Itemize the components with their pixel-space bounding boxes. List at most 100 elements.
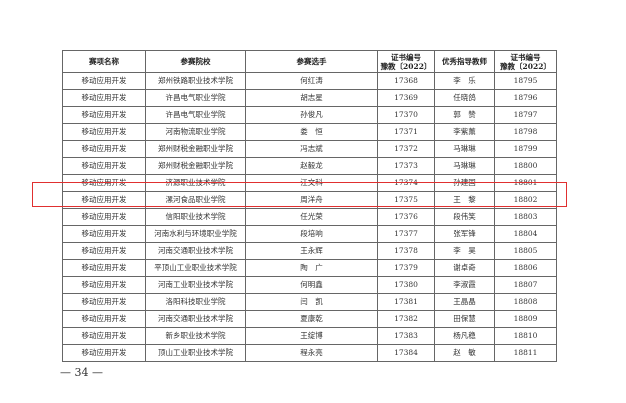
table-cell: 李紫薰 [434,123,495,141]
table-cell: 移动应用开发 [62,123,146,141]
table-cell: 郭 赞 [434,106,495,124]
column-header: 参赛院校 [145,50,246,73]
page-number: — 34 — [60,366,103,379]
table-cell: 17372 [377,140,435,158]
table-cell: 17384 [377,344,435,362]
table-row: 移动应用开发 平顶山工业职业技术学院陶 广 17379 谢卓奇 18806 [62,259,557,277]
table-cell: 信阳职业技术学院 [145,208,246,226]
table-cell: 18803 [494,208,557,226]
table-row: 移动应用开发 洛阳科技职业学院闫 凯 17381 王晶晶 18808 [62,293,557,311]
table-cell: 胡志星 [245,89,378,107]
table-cell: 张军锋 [434,225,495,243]
table-cell: 河南水利与环境职业学院 [145,225,246,243]
table-cell: 娄 恒 [245,123,378,141]
table-cell: 段伟笑 [434,208,495,226]
table-row: 移动应用开发 河南交通职业技术学院 王永辉 17378 李 昊 18805 [62,242,557,260]
table-row: 移动应用开发 许昌电气职业学院 孙俊凡 17370 郭 赞 18797 [62,106,557,124]
table-cell: 18805 [494,242,557,260]
table-cell: 赵 敏 [434,344,495,362]
table-cell: 18797 [494,106,557,124]
column-header: 证书编号 豫教〔2022〕 [377,50,435,73]
table-cell: 王晶晶 [434,293,495,311]
highlight-box [32,182,567,207]
awards-table: 赛项名称 参赛院校 参赛选手 证书编号 豫教〔2022〕 优秀指导教师 证书编号 豫教〔202… [62,50,557,362]
table-cell: 移动应用开发 [62,310,146,328]
table-cell: 18798 [494,123,557,141]
table-header: 赛项名称 参赛院校 参赛选手 证书编号 豫教〔2022〕 优秀指导教师 证书编号 豫教〔202… [62,50,557,73]
table-row: 移动应用开发 顶山工业职业技术学院 程永亮 17384 赵 敏 18811 [62,344,557,362]
table-cell: 洛阳科技职业学院 [145,293,246,311]
table-row: 移动应用开发 郑州财税金融职业学院 赵毅龙 17373 马琳琳 18800 [62,157,557,175]
table-cell: 平顶山工业职业技术学院 [145,259,246,277]
table-cell: 17377 [377,225,435,243]
table-cell: 17381 [377,293,435,311]
table-cell: 任晓鸽 [434,89,495,107]
table-cell: 移动应用开发 [62,89,146,107]
table-cell: 移动应用开发 [62,106,146,124]
table-cell: 赵毅龙 [245,157,378,175]
table-cell: 何明鑫 [245,276,378,294]
column-header: 优秀指导教师 [434,50,495,73]
table-cell: 顶山工业职业技术学院 [145,344,246,362]
table-cell: 李淑霞 [434,276,495,294]
table-cell: 陶 广 [245,259,378,277]
table-cell: 河南工业职业技术学院 [145,276,246,294]
table-cell: 段培响 [245,225,378,243]
table-cell: 18804 [494,225,557,243]
table-cell: 移动应用开发 [62,140,146,158]
table-cell: 冯志斌 [245,140,378,158]
table-cell: 18809 [494,310,557,328]
table-row: 移动应用开发 信阳职业技术学院 任光荣 17376 段伟笑 18803 [62,208,557,226]
table-cell: 18807 [494,276,557,294]
column-header: 证书编号 豫教〔2022〕 [494,50,557,73]
table-cell: 河南物流职业学院 [145,123,246,141]
table-row: 移动应用开发 河南物流职业学院娄 恒 17371 李紫薰 18798 [62,123,557,141]
table-cell: 18806 [494,259,557,277]
table-row: 移动应用开发 河南工业职业技术学院 何明鑫 17380 李淑霞 18807 [62,276,557,294]
table-cell: 18808 [494,293,557,311]
column-header: 参赛选手 [245,50,378,73]
table-cell: 17376 [377,208,435,226]
table-cell: 河南交通职业技术学院 [145,242,246,260]
table-cell: 17370 [377,106,435,124]
table-row: 移动应用开发 河南水利与环境职业学院 段培响 17377 张军锋 18804 [62,225,557,243]
table-cell: 夏康乾 [245,310,378,328]
table-cell: 田保慧 [434,310,495,328]
table-cell: 程永亮 [245,344,378,362]
table-cell: 移动应用开发 [62,72,146,90]
table-row: 移动应用开发 新乡职业技术学院 王绽博 17383 杨凡稳 18810 [62,327,557,345]
table-cell: 李 乐 [434,72,495,90]
table-cell: 马琳琳 [434,140,495,158]
table-row: 移动应用开发 河南交通职业技术学院 夏康乾 17382 田保慧 18809 [62,310,557,328]
table-cell: 王绽博 [245,327,378,345]
table-cell: 何红涛 [245,72,378,90]
table-cell: 移动应用开发 [62,259,146,277]
table-cell: 任光荣 [245,208,378,226]
table-cell: 18796 [494,89,557,107]
table-cell: 移动应用开发 [62,327,146,345]
table-cell: 17371 [377,123,435,141]
table-cell: 17380 [377,276,435,294]
table-cell: 18795 [494,72,557,90]
table-cell: 马琳琳 [434,157,495,175]
table-cell: 18810 [494,327,557,345]
table-cell: 移动应用开发 [62,344,146,362]
table-row: 移动应用开发 许昌电气职业学院 胡志星 17369 任晓鸽 18796 [62,89,557,107]
table-cell: 17368 [377,72,435,90]
table-cell: 王永辉 [245,242,378,260]
table-cell: 移动应用开发 [62,208,146,226]
table-row: 移动应用开发 郑州财税金融职业学院 冯志斌 17372 马琳琳 18799 [62,140,557,158]
table-cell: 杨凡稳 [434,327,495,345]
table-cell: 郑州铁路职业技术学院 [145,72,246,90]
table-cell: 18811 [494,344,557,362]
table-cell: 孙俊凡 [245,106,378,124]
table-cell: 李 昊 [434,242,495,260]
table-cell: 18799 [494,140,557,158]
table-cell: 移动应用开发 [62,242,146,260]
table-cell: 17383 [377,327,435,345]
table-cell: 新乡职业技术学院 [145,327,246,345]
table-cell: 移动应用开发 [62,293,146,311]
table-cell: 17373 [377,157,435,175]
table-cell: 闫 凯 [245,293,378,311]
table-cell: 郑州财税金融职业学院 [145,140,246,158]
